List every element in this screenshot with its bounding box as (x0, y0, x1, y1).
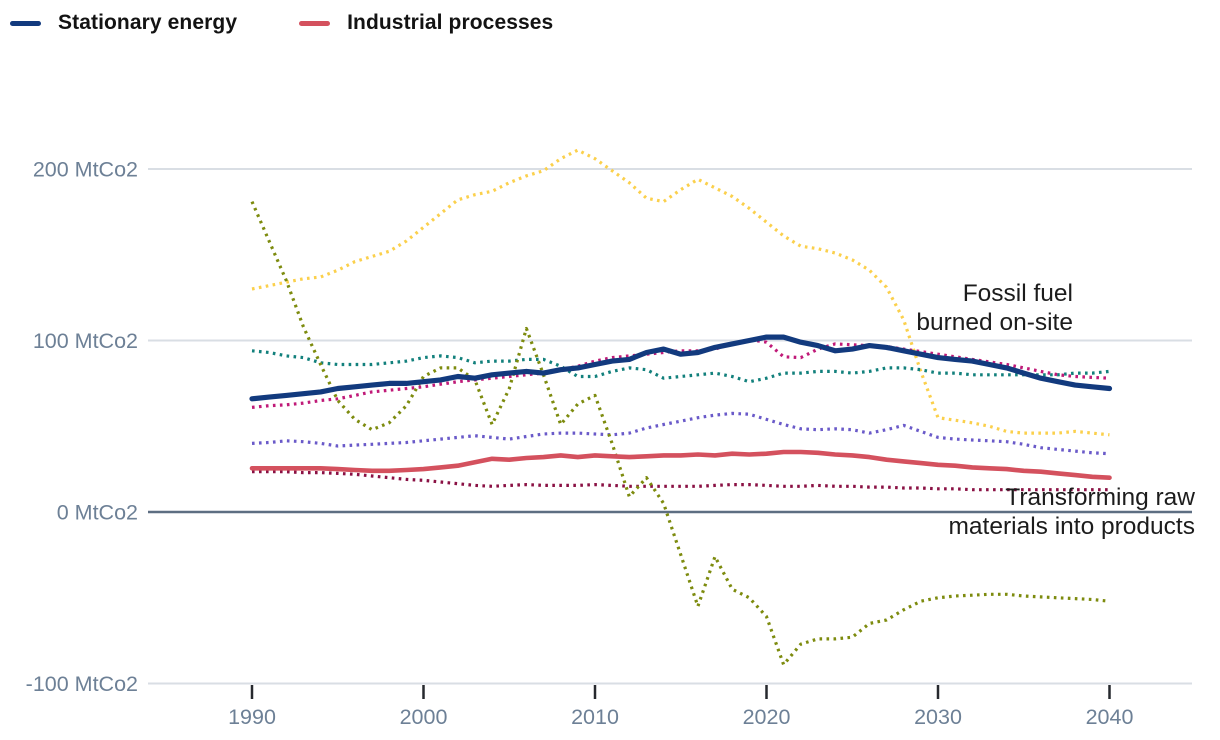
legend-swatch-industrial-processes (299, 20, 331, 26)
x-axis-label: 2010 (571, 705, 619, 729)
legend-swatch-stationary-energy (10, 20, 41, 26)
legend-label-stationary-energy: Stationary energy (58, 11, 238, 34)
legend-item-industrial-processes: Industrial processes (299, 11, 553, 35)
series-dotted-purple (251, 411, 1110, 456)
annotation-fossil-fuel: Fossil fuel burned on-site (916, 279, 1073, 337)
annotation-transforming-line2: materials into products (948, 513, 1195, 540)
annotation-transforming-line1: Transforming raw (1005, 484, 1195, 511)
y-axis-label: 0 MtCo2 (57, 501, 138, 525)
series-stationary-energy (249, 334, 1113, 402)
series-dotted-maroon (252, 470, 1110, 492)
y-axis-label: 200 MtCo2 (33, 158, 138, 182)
annotation-transforming-raw-materials: Transforming raw materials into products (949, 483, 1195, 541)
annotation-fossil-fuel-line1: Fossil fuel (962, 280, 1073, 307)
series-dotted-olive (250, 200, 1110, 667)
x-axis-label: 2040 (1086, 705, 1134, 729)
legend-label-industrial-processes: Industrial processes (347, 11, 554, 34)
y-axis-label: 100 MtCo2 (33, 329, 138, 353)
legend: Stationary energy Industrial processes (10, 11, 553, 35)
x-axis-label: 1990 (228, 705, 276, 729)
annotation-fossil-fuel-line2: burned on-site (916, 309, 1073, 336)
series-dotted-teal (251, 349, 1110, 384)
x-axis-label: 2030 (914, 705, 962, 729)
x-axis-label: 2000 (400, 705, 448, 729)
legend-item-stationary-energy: Stationary energy (10, 11, 237, 35)
y-axis-label: -100 MtCo2 (26, 672, 138, 696)
x-axis-label: 2020 (743, 705, 791, 729)
series-industrial-processes (249, 449, 1112, 481)
